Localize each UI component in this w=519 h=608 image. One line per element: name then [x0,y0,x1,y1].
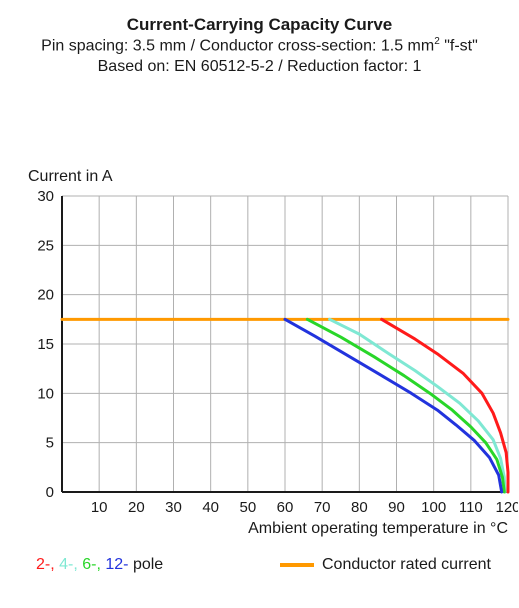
svg-text:70: 70 [314,499,331,516]
legend-pole-2-pole: 2-, [36,556,59,573]
legend-pole-6-pole: 6-, [82,556,105,573]
title-main: Current-Carrying Capacity Curve [0,14,519,35]
svg-text:25: 25 [37,237,54,254]
legend-pole-suffix: pole [129,556,164,573]
svg-text:100: 100 [421,499,446,516]
svg-text:0: 0 [46,484,54,501]
legend-pole-4-pole: 4-, [59,556,82,573]
title-sub2: Based on: EN 60512-5-2 / Reduction facto… [0,57,519,78]
legend-pole-12-pole: 12- [105,556,128,573]
svg-text:10: 10 [37,385,54,402]
svg-text:15: 15 [37,336,54,353]
svg-text:30: 30 [165,499,182,516]
svg-text:60: 60 [277,499,294,516]
svg-text:5: 5 [46,435,54,452]
title-sub1-post: "f-st" [440,38,478,55]
title-sub1: Pin spacing: 3.5 mm / Conductor cross-se… [0,35,519,57]
svg-text:10: 10 [91,499,108,516]
svg-text:90: 90 [388,499,405,516]
legend-rated-label: Conductor rated current [322,556,491,574]
svg-text:120: 120 [495,499,518,516]
svg-text:80: 80 [351,499,368,516]
svg-text:30: 30 [37,188,54,205]
x-axis-label: Ambient operating temperature in °C [62,520,508,538]
title-block: Current-Carrying Capacity Curve Pin spac… [0,0,519,78]
page: Current-Carrying Capacity Curve Pin spac… [0,0,519,608]
legend-rated: Conductor rated current [280,556,491,574]
svg-text:50: 50 [239,499,256,516]
legend-poles: 2-, 4-, 6-, 12- pole [36,556,163,574]
legend: 2-, 4-, 6-, 12- pole Conductor rated cur… [0,556,519,586]
svg-text:40: 40 [202,499,219,516]
svg-text:110: 110 [459,499,483,516]
svg-text:20: 20 [128,499,145,516]
title-sub1-pre: Pin spacing: 3.5 mm / Conductor cross-se… [41,38,434,55]
derating-chart: 0 5 10 15 20 25 30 10 20 30 40 50 60 70 80 90 100 110 120 [20,160,518,540]
svg-text:20: 20 [37,287,54,304]
legend-rated-swatch [280,563,314,567]
